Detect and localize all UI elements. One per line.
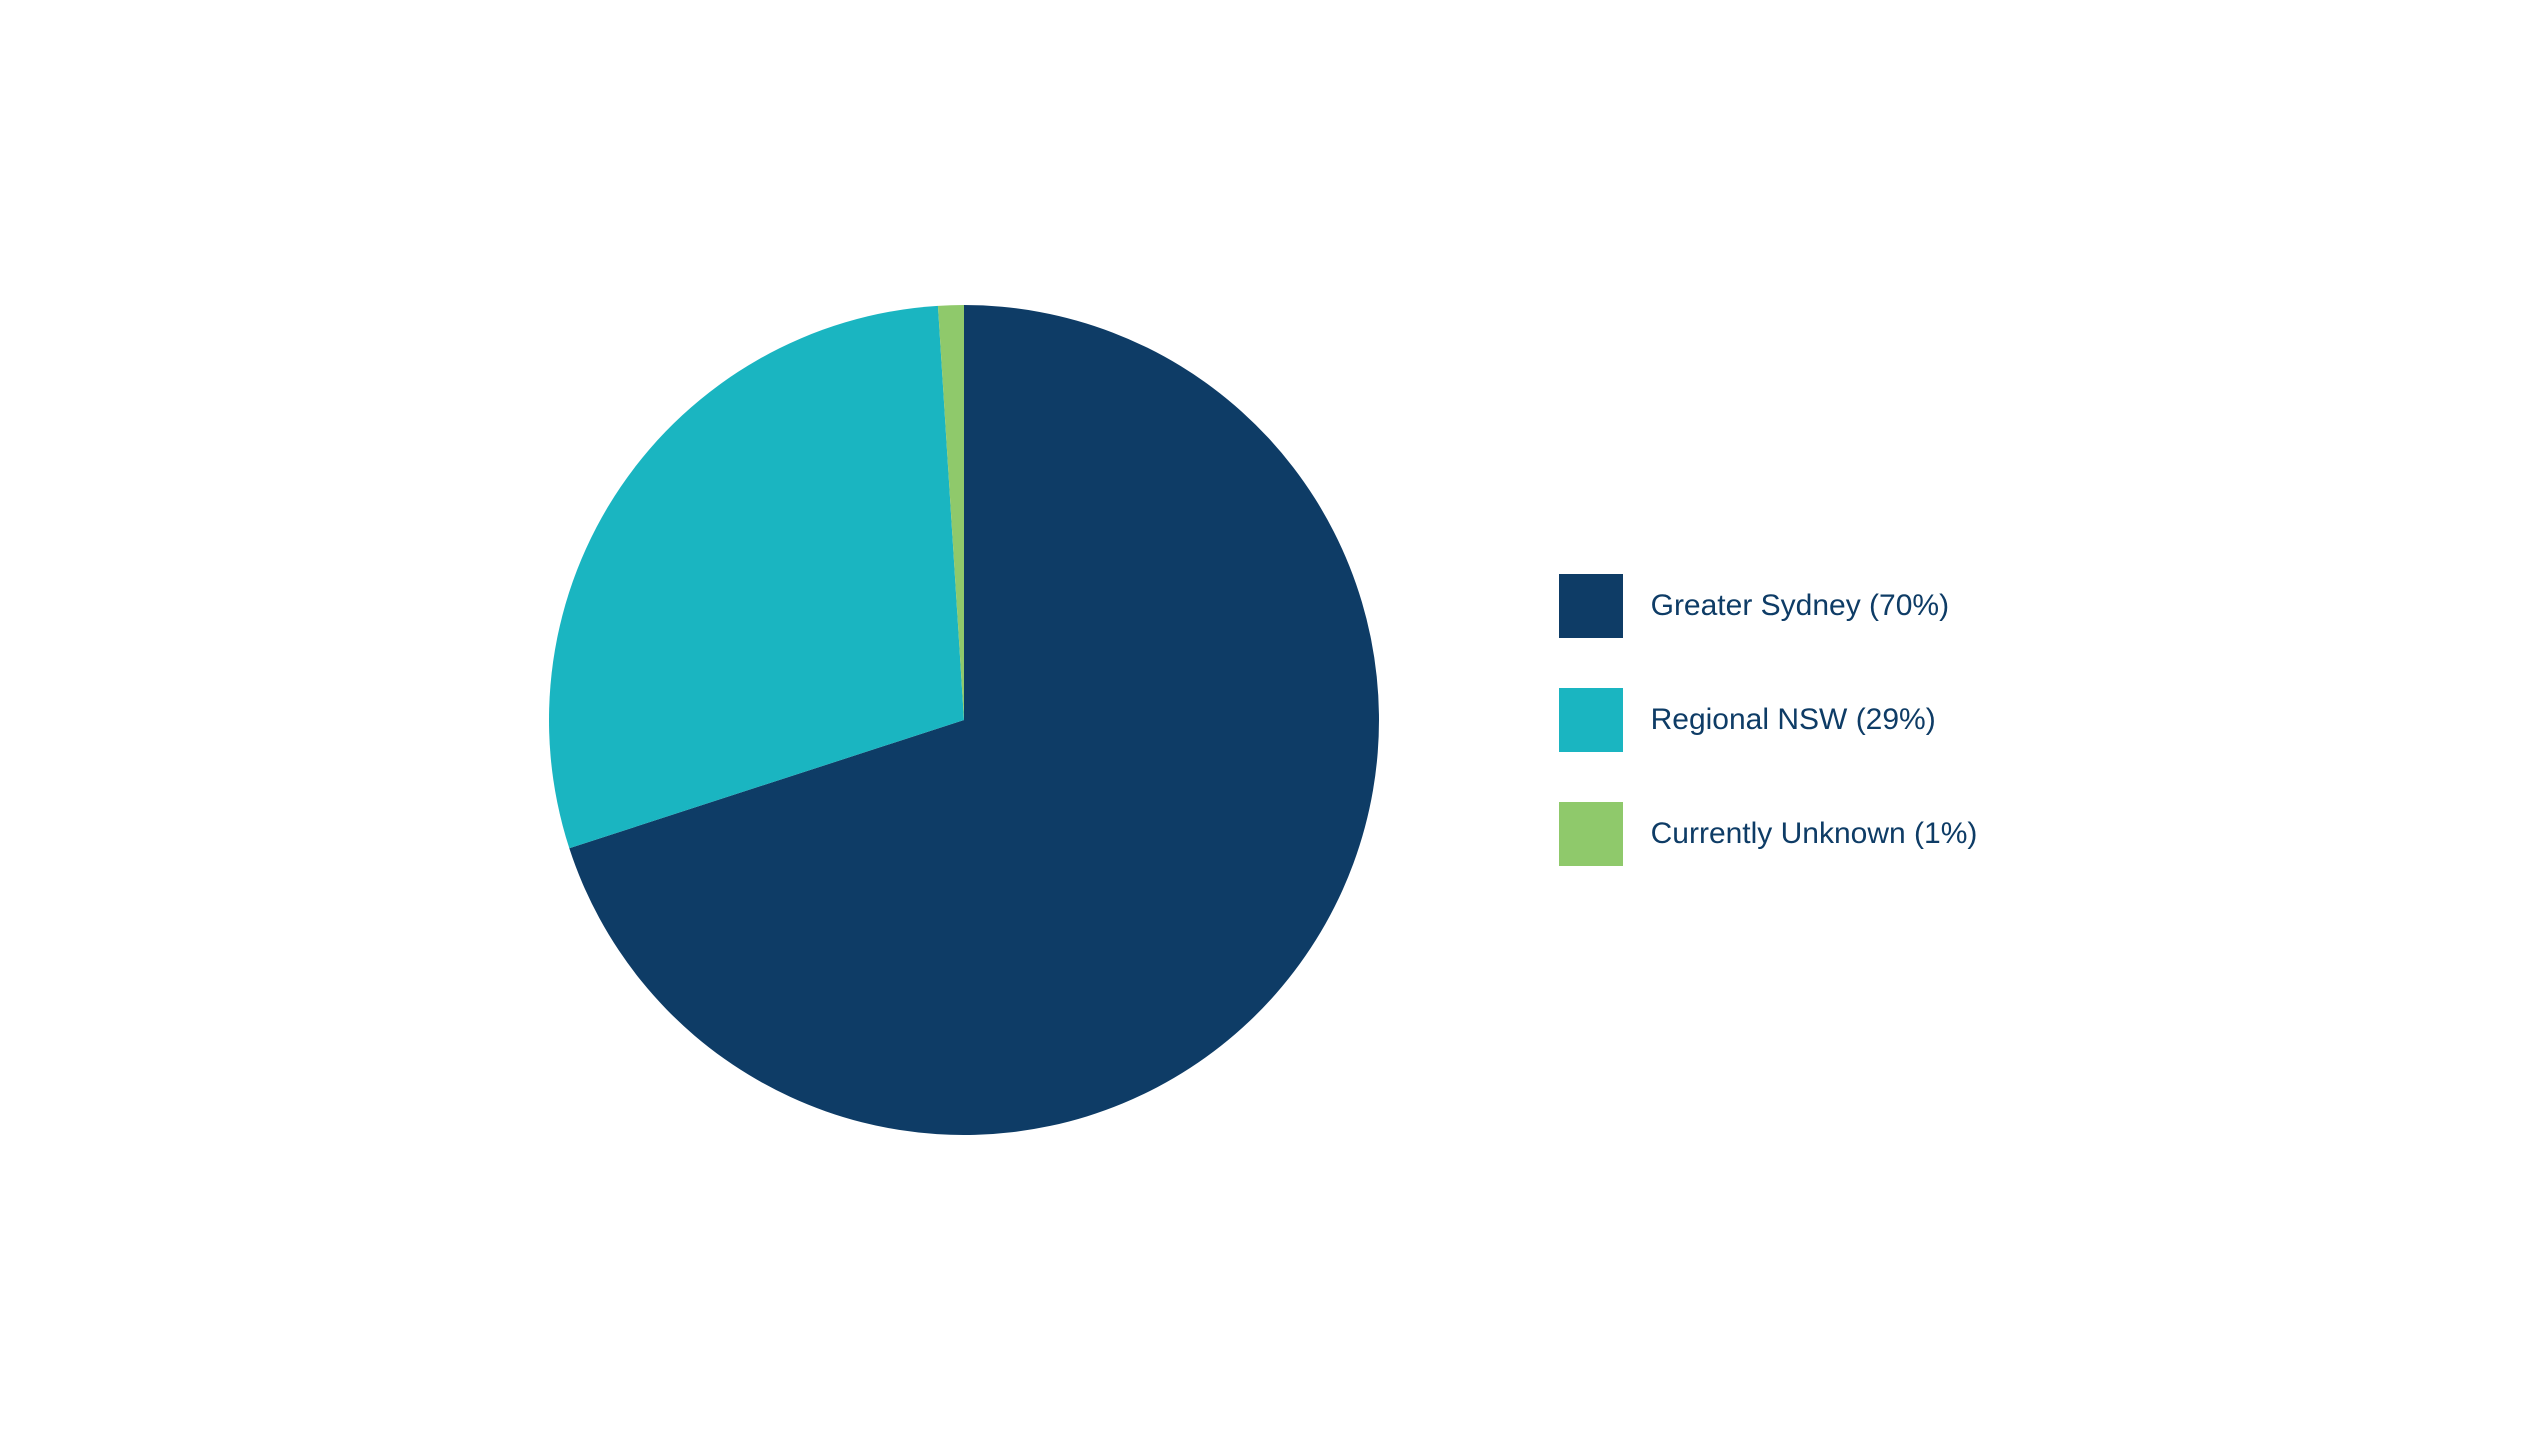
legend-swatch-1 (1559, 688, 1623, 752)
legend-swatch-2 (1559, 802, 1623, 866)
legend-item-2: Currently Unknown (1%) (1559, 802, 1978, 866)
legend-swatch-0 (1559, 574, 1623, 638)
pie-svg (549, 305, 1379, 1135)
pie-chart (549, 305, 1379, 1135)
legend-label-2: Currently Unknown (1%) (1651, 817, 1978, 851)
legend-item-0: Greater Sydney (70%) (1559, 574, 1978, 638)
legend-label-0: Greater Sydney (70%) (1651, 589, 1949, 623)
chart-container: Greater Sydney (70%) Regional NSW (29%) Cu… (509, 265, 2018, 1175)
legend-item-1: Regional NSW (29%) (1559, 688, 1978, 752)
legend: Greater Sydney (70%) Regional NSW (29%) Cu… (1559, 574, 1978, 866)
legend-label-1: Regional NSW (29%) (1651, 703, 1936, 737)
